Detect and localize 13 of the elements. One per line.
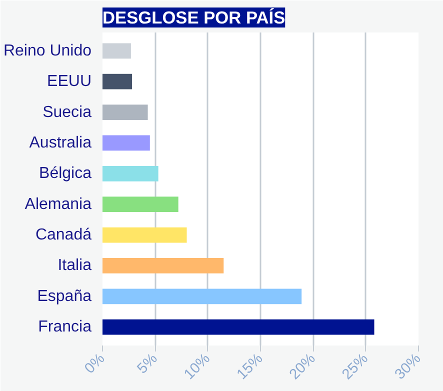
y-tick-label: Australia: [29, 134, 92, 152]
y-tick-label: Italia: [58, 257, 92, 274]
y-tick-label: Canadá: [35, 226, 92, 244]
y-tick-label: España: [37, 288, 92, 305]
y-tick-label: Bélgica: [39, 165, 92, 182]
y-tick-label: Suecia: [42, 104, 92, 121]
x-tick-label: 5%: [134, 350, 161, 378]
x-tick-label: 0%: [82, 350, 108, 378]
chart-title: DESGLOSE POR PAÍS: [102, 8, 286, 28]
y-tick-label: Reino Unido: [3, 42, 92, 60]
y-tick-label: Alemania: [24, 196, 92, 213]
y-tick-label: EEUU: [47, 73, 92, 90]
y-tick-label: Francia: [38, 318, 92, 336]
